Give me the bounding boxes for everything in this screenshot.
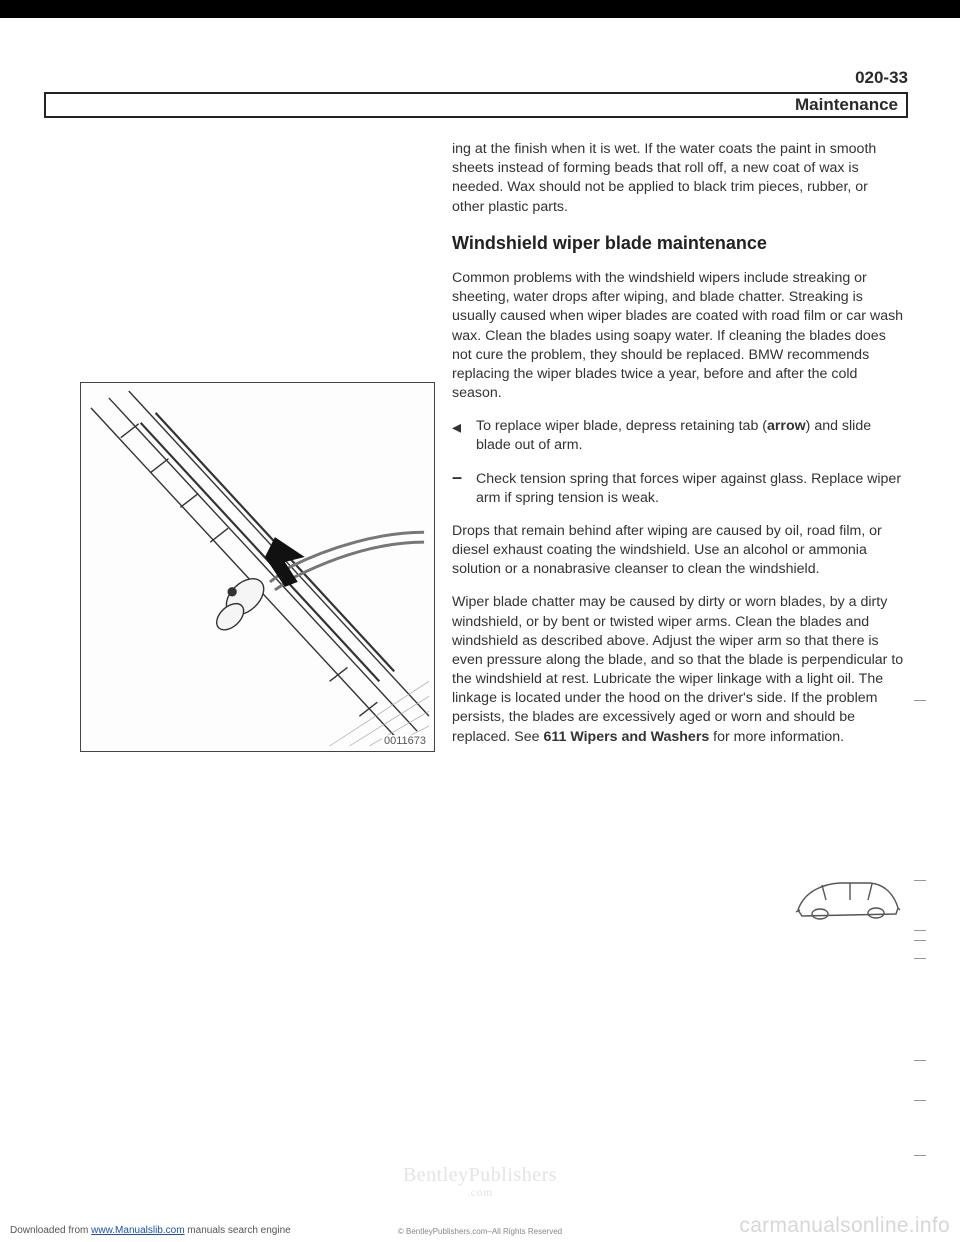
procedure-step-1: ◂ To replace wiper blade, depress retain… (452, 417, 904, 455)
figure-id: 0011673 (382, 735, 428, 747)
publisher-watermark: BentleyPublishers .com (0, 1164, 960, 1200)
body-text-column: ing at the finish when it is wet. If the… (452, 140, 904, 761)
triangle-marker-icon: ◂ (452, 418, 468, 455)
paragraph-3: Wiper blade chatter may be caused by dir… (452, 593, 904, 746)
proc1-pre: To replace wiper blade, depress retainin… (476, 418, 767, 434)
proc1-bold: arrow (767, 418, 806, 434)
procedure-step-1-text: To replace wiper blade, depress retainin… (476, 417, 904, 455)
section-header: Maintenance (44, 92, 908, 118)
edge-tick (914, 930, 926, 931)
section-title: Maintenance (795, 95, 898, 114)
p3-post: for more information. (709, 729, 844, 745)
watermark-main: BentleyPublishers (403, 1164, 557, 1186)
wiper-blade-figure: 0011673 (80, 382, 435, 752)
edge-tick (914, 940, 926, 941)
edge-tick (914, 880, 926, 881)
p3-pre: Wiper blade chatter may be caused by dir… (452, 594, 903, 744)
edge-tick (914, 700, 926, 701)
footer-right-watermark: carmanualsonline.info (739, 1214, 950, 1238)
dash-marker-icon: – (452, 468, 468, 508)
edge-tick (914, 1155, 926, 1156)
paragraph-2: Drops that remain behind after wiping ar… (452, 522, 904, 580)
page-number: 020-33 (855, 68, 908, 88)
procedure-step-2-text: Check tension spring that forces wiper a… (476, 470, 904, 508)
paragraph-1: Common problems with the windshield wipe… (452, 269, 904, 403)
edge-tick (914, 1100, 926, 1101)
intro-continued: ing at the finish when it is wet. If the… (452, 140, 904, 217)
edge-tick (914, 1060, 926, 1061)
p3-bold: 611 Wipers and Washers (544, 729, 710, 745)
watermark-sub: .com (0, 1185, 960, 1200)
top-black-bar (0, 0, 960, 18)
procedure-step-2: – Check tension spring that forces wiper… (452, 470, 904, 508)
subsection-heading: Windshield wiper blade maintenance (452, 231, 904, 255)
edge-tick (914, 958, 926, 959)
car-sketch-icon (792, 870, 902, 925)
wiper-illustration-svg (81, 383, 434, 751)
